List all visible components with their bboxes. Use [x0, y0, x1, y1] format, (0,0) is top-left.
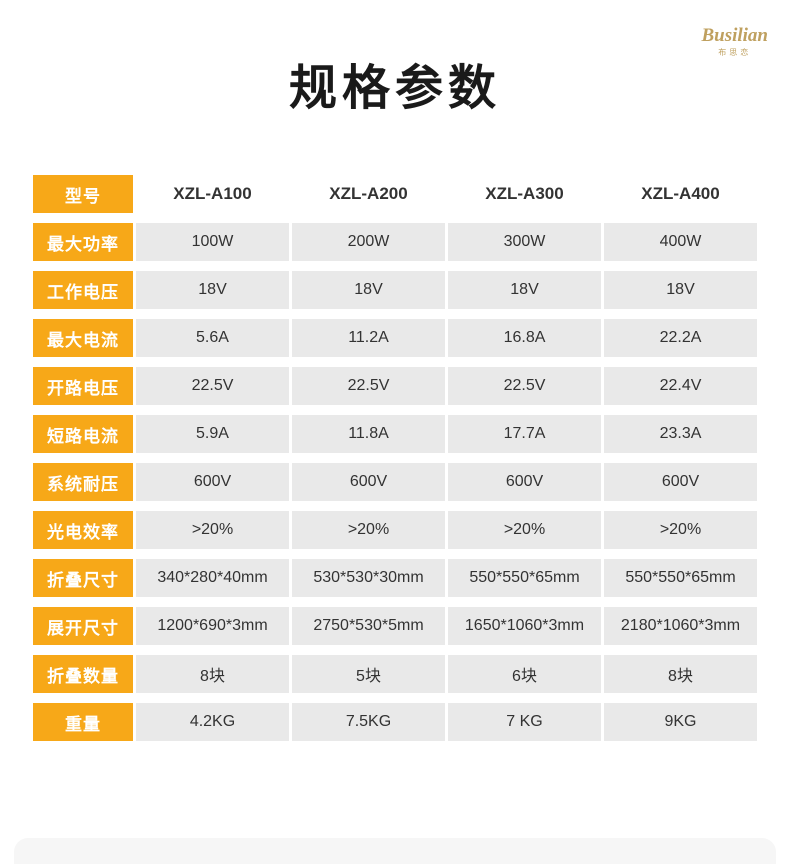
- cell-value: 4.2KG: [136, 703, 289, 741]
- cell-value: 100W: [136, 223, 289, 261]
- cell-value: 7.5KG: [292, 703, 445, 741]
- cell-value: 6块: [448, 655, 601, 693]
- cell-value: 18V: [448, 271, 601, 309]
- cell-value: 340*280*40mm: [136, 559, 289, 597]
- cell-value: 18V: [136, 271, 289, 309]
- row-label: 折叠数量: [33, 655, 133, 693]
- cell-value: 550*550*65mm: [604, 559, 757, 597]
- cell-value: 7 KG: [448, 703, 601, 741]
- cell-value: >20%: [136, 511, 289, 549]
- row-label: 工作电压: [33, 271, 133, 309]
- table-row: 系统耐压 600V 600V 600V 600V: [33, 463, 757, 501]
- cell-value: 18V: [604, 271, 757, 309]
- cell-value: XZL-A200: [329, 184, 408, 203]
- brand-logo-subtext: 布思恋: [718, 47, 752, 57]
- bottom-card-edge: [14, 838, 776, 864]
- cell-value: 400W: [604, 223, 757, 261]
- cell-value: >20%: [448, 511, 601, 549]
- table-row: 光电效率 >20% >20% >20% >20%: [33, 511, 757, 549]
- cell-value: 11.2A: [292, 319, 445, 357]
- cell-value: 600V: [448, 463, 601, 501]
- brand-logo-text: Busilian: [701, 25, 768, 46]
- cell-value: 22.2A: [604, 319, 757, 357]
- cell-value: 18V: [292, 271, 445, 309]
- cell-value: 17.7A: [448, 415, 601, 453]
- cell-value: 5.6A: [136, 319, 289, 357]
- row-label: 展开尺寸: [33, 607, 133, 645]
- cell-value: 5块: [292, 655, 445, 693]
- cell-value: 16.8A: [448, 319, 601, 357]
- cell-value: >20%: [604, 511, 757, 549]
- cell-value: 8块: [604, 655, 757, 693]
- row-label: 型号: [33, 175, 133, 213]
- cell-value: 1650*1060*3mm: [448, 607, 601, 645]
- cell-value: XZL-A300: [485, 184, 564, 203]
- cell-value: 550*550*65mm: [448, 559, 601, 597]
- row-label: 最大功率: [33, 223, 133, 261]
- cell-value: 22.5V: [292, 367, 445, 405]
- cell-value: 8块: [136, 655, 289, 693]
- cell-value: 5.9A: [136, 415, 289, 453]
- row-label: 系统耐压: [33, 463, 133, 501]
- cell-value: XZL-A400: [641, 184, 720, 203]
- cell-value: >20%: [292, 511, 445, 549]
- table-row: 折叠数量 8块 5块 6块 8块: [33, 655, 757, 693]
- cell-value: 600V: [292, 463, 445, 501]
- cell-value: 22.5V: [136, 367, 289, 405]
- cell-value: 600V: [604, 463, 757, 501]
- cell-value: 23.3A: [604, 415, 757, 453]
- table-row: 重量 4.2KG 7.5KG 7 KG 9KG: [33, 703, 757, 741]
- cell-value: 22.5V: [448, 367, 601, 405]
- row-label: 最大电流: [33, 319, 133, 357]
- row-label: 短路电流: [33, 415, 133, 453]
- cell-value: 600V: [136, 463, 289, 501]
- cell-value: XZL-A100: [173, 184, 252, 203]
- row-label: 光电效率: [33, 511, 133, 549]
- row-label: 开路电压: [33, 367, 133, 405]
- table-row: 展开尺寸 1200*690*3mm 2750*530*5mm 1650*1060*3m…: [33, 607, 757, 645]
- table-row: 折叠尺寸 340*280*40mm 530*530*30mm 550*550*65mm…: [33, 559, 757, 597]
- cell-value: 200W: [292, 223, 445, 261]
- cell-value: 2180*1060*3mm: [604, 607, 757, 645]
- spec-table: 型号 XZL-A100 XZL-A200 XZL-A300 XZL-A400 最大功率 10…: [33, 175, 757, 751]
- table-row: 开路电压 22.5V 22.5V 22.5V 22.4V: [33, 367, 757, 405]
- cell-value: 1200*690*3mm: [136, 607, 289, 645]
- cell-value: 530*530*30mm: [292, 559, 445, 597]
- cell-value: 22.4V: [604, 367, 757, 405]
- brand-logo: Busilian 布思恋: [701, 25, 768, 58]
- table-row: 最大功率 100W 200W 300W 400W: [33, 223, 757, 261]
- cell-value: 11.8A: [292, 415, 445, 453]
- cell-value: 9KG: [604, 703, 757, 741]
- row-label: 重量: [33, 703, 133, 741]
- table-row: 短路电流 5.9A 11.8A 17.7A 23.3A: [33, 415, 757, 453]
- cell-value: 300W: [448, 223, 601, 261]
- table-row: 型号 XZL-A100 XZL-A200 XZL-A300 XZL-A400: [33, 175, 757, 213]
- row-label: 折叠尺寸: [33, 559, 133, 597]
- cell-value: 2750*530*5mm: [292, 607, 445, 645]
- table-row: 最大电流 5.6A 11.2A 16.8A 22.2A: [33, 319, 757, 357]
- table-row: 工作电压 18V 18V 18V 18V: [33, 271, 757, 309]
- page-title: 规格参数: [288, 62, 501, 115]
